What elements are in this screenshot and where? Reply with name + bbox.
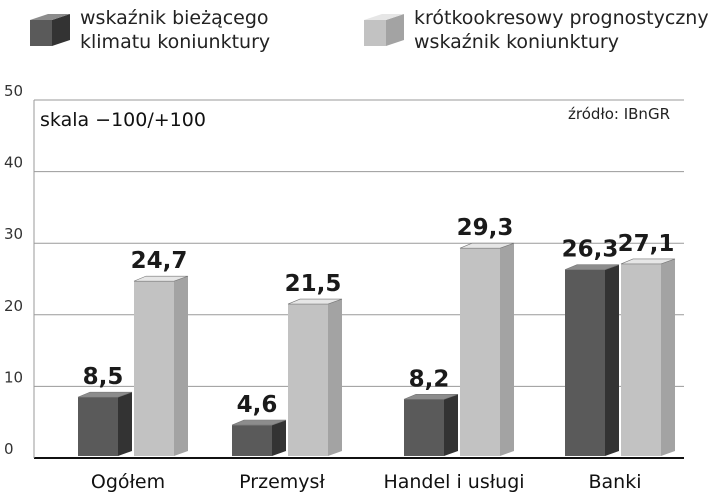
legend-forecast-line2: wskaźnik koniunktury — [414, 31, 619, 53]
bar-side — [661, 258, 675, 456]
scale-note: skala −100/+100 — [40, 109, 206, 131]
light-cube-icon — [364, 14, 404, 46]
y-tick-label: 50 — [4, 82, 23, 100]
legend-forecast-line1: krótkookresowy prognostyczny — [414, 7, 709, 29]
bar-front — [134, 281, 174, 456]
bar-current: 8,5 — [77, 364, 133, 456]
data-label: 29,3 — [457, 215, 514, 241]
bar-front — [565, 269, 605, 456]
bar-front — [404, 399, 444, 456]
dark-cube-icon — [30, 14, 70, 46]
bar-top — [403, 393, 459, 400]
x-category-label: Handel i usługi — [383, 471, 524, 493]
bar-side — [444, 394, 458, 456]
bar-side — [272, 420, 286, 456]
legend-current-line1: wskaźnik bieżącego — [80, 7, 269, 29]
y-tick-label: 30 — [4, 225, 23, 243]
bar-current: 4,6 — [231, 392, 287, 456]
source-note: źródło: IBnGR — [568, 105, 670, 123]
bar-side — [118, 392, 132, 456]
bar-side — [328, 299, 342, 456]
legend-item-forecast: krótkookresowy prognostyczny wskaźnik ko… — [364, 6, 709, 54]
y-tick-label: 10 — [4, 368, 23, 386]
bar-forecast: 29,3 — [457, 215, 515, 456]
bar-current: 8,2 — [403, 366, 459, 456]
data-label: 26,3 — [562, 237, 619, 263]
bar-top — [287, 298, 343, 305]
bar-top — [77, 391, 133, 398]
data-label: 8,5 — [83, 364, 124, 390]
legend-item-current: wskaźnik bieżącego klimatu koniunktury — [30, 6, 270, 54]
data-label: 8,2 — [409, 366, 450, 392]
bar-front — [232, 425, 272, 456]
y-tick-label: 0 — [4, 440, 14, 458]
bar-top — [620, 258, 676, 265]
bar-front — [460, 248, 500, 456]
bar-forecast: 24,7 — [131, 248, 189, 456]
bar-front — [78, 397, 118, 456]
bar-side — [500, 243, 514, 456]
x-category-label: Ogółem — [91, 471, 165, 493]
bar-forecast: 21,5 — [285, 271, 343, 456]
bar-front — [621, 263, 661, 456]
bar-top — [564, 264, 620, 270]
bar-top — [133, 275, 189, 282]
data-label: 21,5 — [285, 271, 342, 297]
bar-side — [605, 264, 619, 456]
y-tick-label: 40 — [4, 154, 23, 172]
bar-side — [174, 276, 188, 456]
data-label: 4,6 — [237, 392, 278, 418]
bar-current: 26,3 — [562, 237, 620, 456]
x-category-label: Przemysł — [239, 471, 325, 493]
x-category-label: Banki — [588, 471, 641, 493]
bar-top — [459, 242, 515, 249]
bar-top — [231, 419, 287, 426]
bar-front — [288, 304, 328, 456]
bar-forecast: 27,1 — [618, 231, 676, 456]
y-tick-label: 20 — [4, 297, 23, 315]
legend-current-line2: klimatu koniunktury — [80, 31, 271, 53]
data-label: 24,7 — [131, 248, 188, 274]
data-label: 27,1 — [618, 231, 675, 257]
